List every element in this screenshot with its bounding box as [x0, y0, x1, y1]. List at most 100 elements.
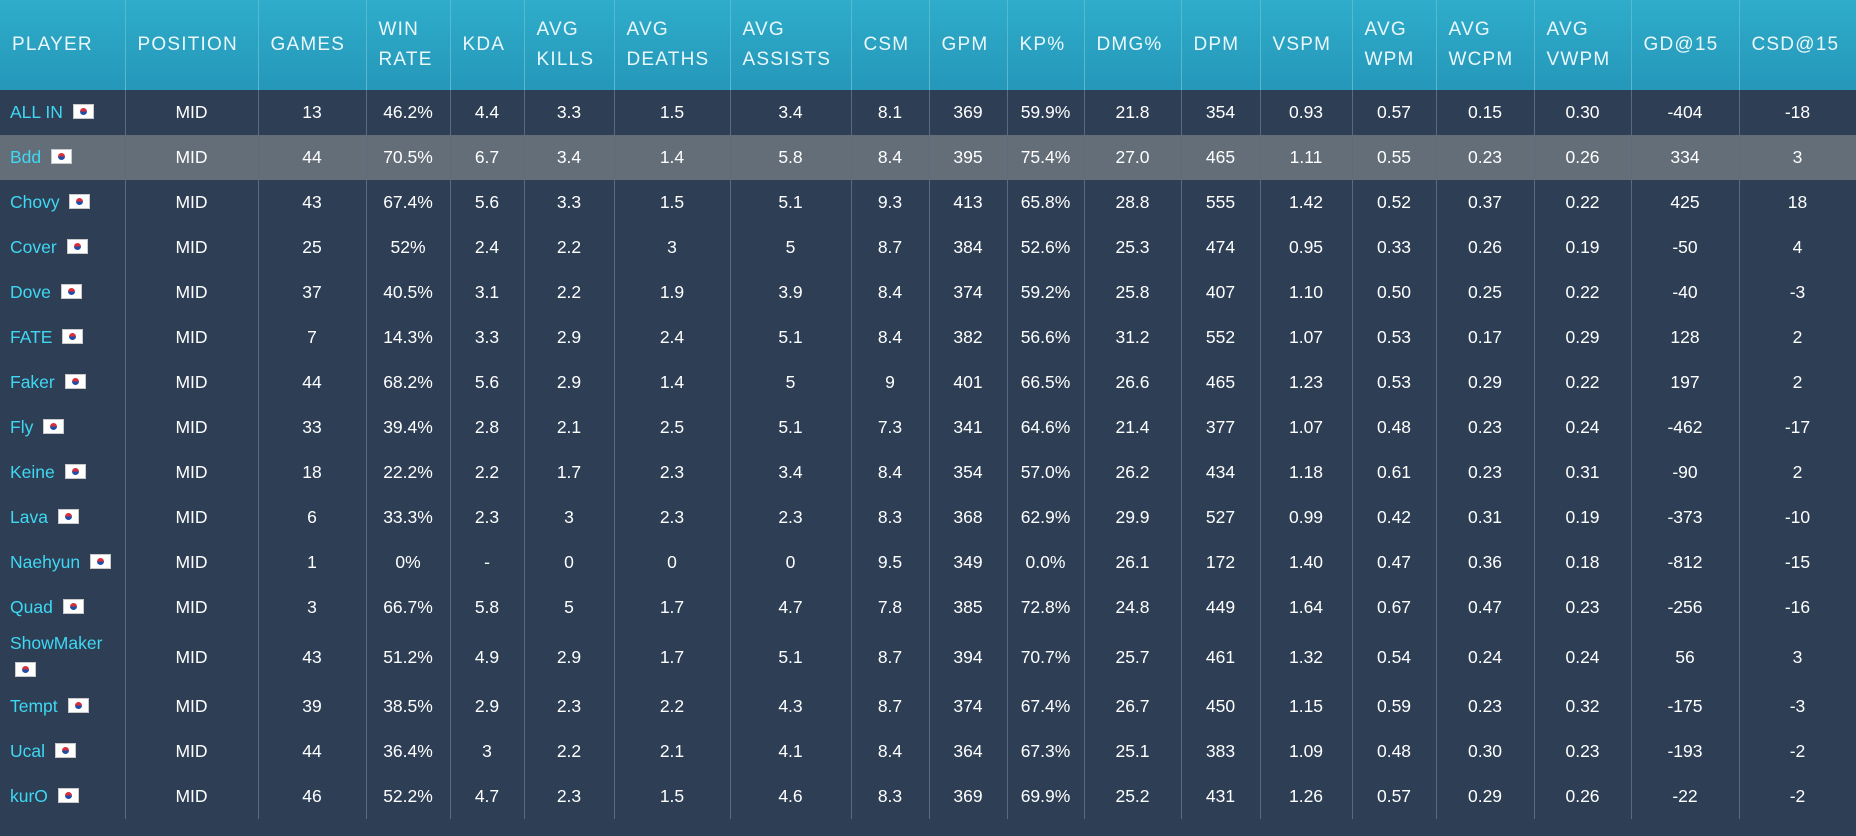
stat-cell: 0.22 [1534, 360, 1632, 405]
column-header[interactable]: DPM [1181, 0, 1261, 90]
stat-cell: 25 [258, 225, 367, 270]
stat-cell: 1.26 [1260, 774, 1353, 819]
player-row: Ucal MID 44 36.4% 3 2.2 2.1 4.1 8.4 364 67.3% 25.1… [0, 729, 1856, 774]
column-header[interactable]: GD@15 [1631, 0, 1740, 90]
stat-cell: 7 [258, 315, 367, 360]
column-header[interactable]: AVG DEATHS [614, 0, 731, 90]
stat-cell: 0.23 [1436, 405, 1535, 450]
stat-cell: 1.15 [1260, 684, 1353, 729]
player-row: ShowMaker MID 43 51.2% 4.9 2.9 1.7 5.1 8.7 394 70… [0, 630, 1856, 684]
stat-cell: 0.25 [1436, 270, 1535, 315]
stat-cell: 0.31 [1436, 495, 1535, 540]
stat-cell: 4 [1739, 225, 1856, 270]
column-header[interactable]: VSPM [1260, 0, 1353, 90]
stat-cell: 465 [1181, 135, 1261, 180]
stat-cell: 70.5% [366, 135, 451, 180]
header-label: GAMES [270, 34, 346, 55]
stat-cell: 2.8 [450, 405, 525, 450]
stat-cell: 66.7% [366, 585, 451, 630]
stat-cell: 1.7 [614, 585, 731, 630]
stat-cell: 0.26 [1534, 774, 1632, 819]
header-label: KP% [1019, 34, 1066, 55]
player-cell: Ucal [0, 729, 126, 774]
stat-cell: 1.42 [1260, 180, 1353, 225]
player-name[interactable]: Cover [10, 237, 57, 257]
stat-cell: 39.4% [366, 405, 451, 450]
player-row: kurO MID 46 52.2% 4.7 2.3 1.5 4.6 8.3 369 69.9% 25… [0, 774, 1856, 819]
flag-icon [51, 149, 73, 164]
stat-cell: 197 [1631, 360, 1740, 405]
column-header[interactable]: KP% [1007, 0, 1085, 90]
player-name[interactable]: Chovy [10, 192, 60, 212]
player-cell: Lava [0, 495, 126, 540]
stat-cell: 9.5 [851, 540, 930, 585]
player-name[interactable]: Naehyun [10, 552, 81, 572]
stat-cell: 4.7 [730, 585, 852, 630]
player-row: Quad MID 3 66.7% 5.8 5 1.7 4.7 7.8 385 72.8% 24.8 4… [0, 585, 1856, 630]
stat-cell: 0.36 [1436, 540, 1535, 585]
column-header[interactable]: AVG ASSISTS [730, 0, 852, 90]
stat-cell: - [450, 540, 525, 585]
player-name[interactable]: Bdd [10, 147, 42, 167]
column-header[interactable]: PLAYER [0, 0, 126, 90]
header-label: CSD@15 [1751, 34, 1840, 55]
stat-cell: 555 [1181, 180, 1261, 225]
stat-cell: 59.2% [1007, 270, 1085, 315]
stat-cell: 3 [614, 225, 731, 270]
stat-cell: MID [125, 405, 259, 450]
stat-cell: 0.30 [1534, 90, 1632, 135]
stat-cell: 0.59 [1352, 684, 1437, 729]
player-name[interactable]: Fly [10, 417, 34, 437]
stat-cell: MID [125, 585, 259, 630]
stat-cell: 2.9 [524, 360, 615, 405]
stat-cell: 38.5% [366, 684, 451, 729]
stat-cell: 0.26 [1436, 225, 1535, 270]
player-name[interactable]: Keine [10, 462, 55, 482]
stat-cell: 66.5% [1007, 360, 1085, 405]
stat-cell: 1.09 [1260, 729, 1353, 774]
player-row: Chovy MID 43 67.4% 5.6 3.3 1.5 5.1 9.3 413 65.8% 2… [0, 180, 1856, 225]
player-name[interactable]: Ucal [10, 741, 46, 761]
stat-cell: 37 [258, 270, 367, 315]
stat-cell: MID [125, 540, 259, 585]
stat-cell: 413 [929, 180, 1008, 225]
player-name[interactable]: Tempt [10, 696, 58, 716]
player-row: ALL IN MID 13 46.2% 4.4 3.3 1.5 3.4 8.1 369 59.9%… [0, 90, 1856, 135]
flag-icon [66, 239, 88, 254]
column-header[interactable]: AVG WCPM [1436, 0, 1535, 90]
player-name[interactable]: Lava [10, 507, 48, 527]
stat-cell: MID [125, 630, 259, 684]
column-header[interactable]: CSM [851, 0, 930, 90]
player-name[interactable]: Faker [10, 372, 55, 392]
player-row: Fly MID 33 39.4% 2.8 2.1 2.5 5.1 7.3 341 64.6% 21.… [0, 405, 1856, 450]
stat-cell: 4.4 [450, 90, 525, 135]
player-name[interactable]: Dove [10, 282, 51, 302]
column-header[interactable]: KDA [450, 0, 525, 90]
column-header[interactable]: WIN RATE [366, 0, 451, 90]
column-header[interactable]: DMG% [1084, 0, 1182, 90]
stat-cell: 7.3 [851, 405, 930, 450]
stat-cell: 8.7 [851, 225, 930, 270]
column-header[interactable]: CSD@15 [1739, 0, 1856, 90]
column-header[interactable]: AVG KILLS [524, 0, 615, 90]
stat-cell: 1.9 [614, 270, 731, 315]
player-name[interactable]: ALL IN [10, 102, 63, 122]
stat-cell: 0.54 [1352, 630, 1437, 684]
column-header[interactable]: AVG VWPM [1534, 0, 1632, 90]
header-label: VSPM [1272, 34, 1332, 55]
player-name[interactable]: ShowMaker [10, 633, 103, 653]
player-cell: Bdd [0, 135, 126, 180]
player-name[interactable]: FATE [10, 327, 53, 347]
player-name[interactable]: Quad [10, 597, 53, 617]
player-name[interactable]: kurO [10, 786, 48, 806]
column-header[interactable]: AVG WPM [1352, 0, 1437, 90]
column-header[interactable]: GAMES [258, 0, 367, 90]
column-header[interactable]: POSITION [125, 0, 259, 90]
stat-cell: 2 [1739, 450, 1856, 495]
column-header[interactable]: GPM [929, 0, 1008, 90]
flag-icon [60, 284, 82, 299]
stat-cell: 5 [730, 360, 852, 405]
stat-cell: -462 [1631, 405, 1740, 450]
player-cell: ALL IN [0, 90, 126, 135]
stat-cell: 0.48 [1352, 729, 1437, 774]
